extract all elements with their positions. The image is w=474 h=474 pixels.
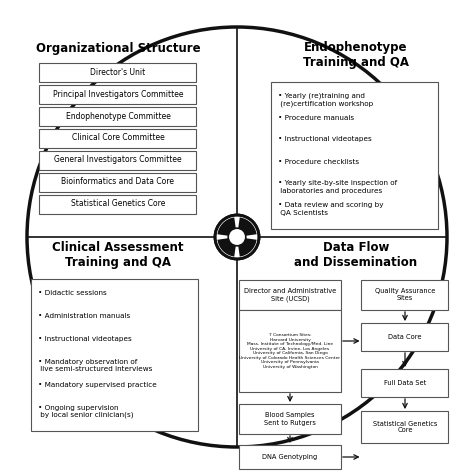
Circle shape <box>228 228 246 246</box>
FancyBboxPatch shape <box>39 151 197 170</box>
Text: Data Core: Data Core <box>388 334 422 340</box>
Text: • Mandatory supervised practice: • Mandatory supervised practice <box>38 382 157 388</box>
Text: • Procedure checklists: • Procedure checklists <box>279 158 360 164</box>
Text: Clinical Assessment
Training and QA: Clinical Assessment Training and QA <box>52 241 184 269</box>
FancyBboxPatch shape <box>362 369 448 397</box>
FancyBboxPatch shape <box>239 445 341 469</box>
Text: Blood Samples
Sent to Rutgers: Blood Samples Sent to Rutgers <box>264 412 316 426</box>
FancyBboxPatch shape <box>39 173 197 191</box>
Circle shape <box>215 215 259 259</box>
FancyBboxPatch shape <box>39 107 197 126</box>
Polygon shape <box>218 238 236 256</box>
Text: Bioinformatics and Data Core: Bioinformatics and Data Core <box>62 177 174 186</box>
Text: • Instructional videotapes: • Instructional videotapes <box>38 336 132 342</box>
FancyBboxPatch shape <box>39 194 197 213</box>
FancyBboxPatch shape <box>39 63 197 82</box>
FancyBboxPatch shape <box>272 82 438 228</box>
Polygon shape <box>218 218 236 236</box>
Text: Endophenotype Committee: Endophenotype Committee <box>65 111 171 120</box>
Text: Principal Investigators Committee: Principal Investigators Committee <box>53 90 183 99</box>
Text: • Data review and scoring by
 QA Scientists: • Data review and scoring by QA Scientis… <box>279 202 384 216</box>
Text: • Ongoing supervision
 by local senior clinician(s): • Ongoing supervision by local senior cl… <box>38 405 134 419</box>
FancyBboxPatch shape <box>239 404 341 434</box>
Text: • Yearly site-by-site inspection of
 laboratories and procedures: • Yearly site-by-site inspection of labo… <box>279 181 398 193</box>
Text: • Didactic sessions: • Didactic sessions <box>38 290 107 296</box>
Text: Clinical Core Committee: Clinical Core Committee <box>72 134 164 143</box>
Polygon shape <box>238 218 256 236</box>
FancyBboxPatch shape <box>39 128 197 147</box>
Text: General Investigators Committee: General Investigators Committee <box>54 155 182 164</box>
Text: Director's Unit: Director's Unit <box>91 67 146 76</box>
FancyBboxPatch shape <box>362 323 448 351</box>
Text: 7 Consortium Sites:
Harvard University
Mass. Institute of Technology/Med. Line
U: 7 Consortium Sites: Harvard University M… <box>239 333 340 369</box>
Text: • Mandatory observation of
 live semi-structured interviews: • Mandatory observation of live semi-str… <box>38 359 153 372</box>
FancyBboxPatch shape <box>362 411 448 443</box>
Text: Statistical Genetics
Core: Statistical Genetics Core <box>373 420 437 434</box>
Circle shape <box>27 27 447 447</box>
Text: • Administration manuals: • Administration manuals <box>38 313 131 319</box>
Text: Statistical Genetics Core: Statistical Genetics Core <box>71 200 165 209</box>
Text: Full Data Set: Full Data Set <box>384 380 426 386</box>
Text: • Instructional videotapes: • Instructional videotapes <box>279 137 372 143</box>
FancyBboxPatch shape <box>239 310 341 392</box>
Text: Quality Assurance
Sites: Quality Assurance Sites <box>375 289 435 301</box>
Text: Data Flow
and Dissemination: Data Flow and Dissemination <box>294 241 418 269</box>
Text: Director and Administrative
Site (UCSD): Director and Administrative Site (UCSD) <box>244 288 336 302</box>
Polygon shape <box>238 238 256 256</box>
Text: • Yearly (re)training and
 (re)certification workshop: • Yearly (re)training and (re)certificat… <box>279 92 374 107</box>
Text: Organizational Structure: Organizational Structure <box>36 42 201 55</box>
FancyBboxPatch shape <box>31 279 199 431</box>
FancyBboxPatch shape <box>39 84 197 103</box>
FancyBboxPatch shape <box>362 280 448 310</box>
Text: Endophenotype
Training and QA: Endophenotype Training and QA <box>303 41 409 69</box>
FancyBboxPatch shape <box>239 280 341 310</box>
Text: • Procedure manuals: • Procedure manuals <box>279 115 355 120</box>
Text: DNA Genotyping: DNA Genotyping <box>263 454 318 460</box>
